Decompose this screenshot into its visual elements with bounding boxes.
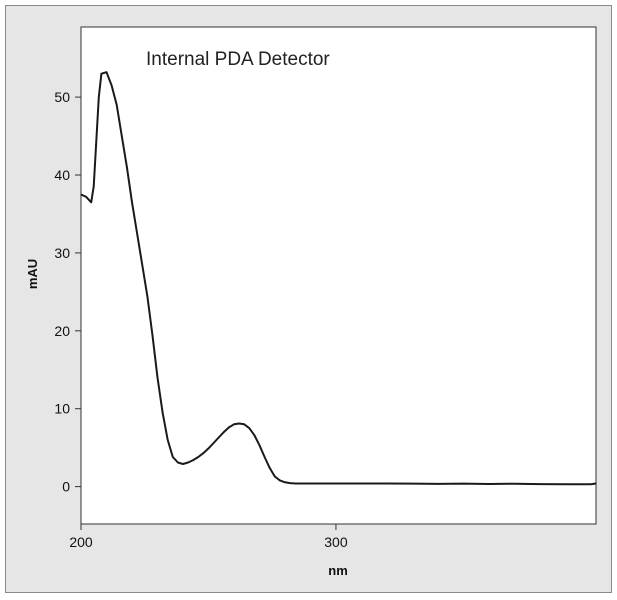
x-axis-label: nm [328, 563, 348, 578]
data-point [90, 201, 92, 203]
data-point [207, 447, 210, 449]
data-point [437, 483, 439, 485]
data-point [274, 475, 276, 478]
data-point [330, 482, 332, 485]
data-point [156, 376, 159, 379]
data-point [294, 482, 296, 485]
data-point [595, 482, 597, 485]
data-point [172, 456, 174, 458]
data-points [80, 71, 597, 485]
data-point [335, 482, 337, 485]
data-point [258, 444, 261, 446]
data-point [279, 479, 281, 481]
data-point [98, 96, 100, 98]
data-point [513, 483, 515, 485]
data-point [264, 456, 266, 458]
data-point [80, 193, 82, 196]
data-point [162, 412, 164, 414]
data-point [386, 482, 388, 485]
data-point [187, 461, 189, 464]
data-point [243, 423, 245, 425]
data-point [223, 431, 225, 433]
data-point [269, 467, 271, 469]
data-point [233, 423, 235, 425]
data-point [85, 196, 87, 198]
data-point [488, 483, 490, 485]
data-point [564, 483, 567, 485]
data-point [126, 166, 128, 168]
y-tick-label: 0 [62, 479, 70, 495]
data-point [93, 186, 95, 188]
y-axis-label: mAU [25, 259, 40, 289]
data-point [238, 422, 240, 425]
data-point [289, 482, 291, 484]
data-point [360, 482, 362, 485]
plot-area [80, 26, 597, 525]
x-tick-label: 300 [324, 534, 348, 550]
data-point [304, 482, 306, 485]
data-point [151, 334, 153, 336]
data-point [228, 426, 230, 428]
data-point [131, 201, 133, 203]
data-point [539, 483, 541, 485]
ticks: 0 10 20 30 40 50 200 300 [54, 89, 347, 550]
data-point [284, 481, 286, 483]
data-point [192, 459, 194, 461]
data-point [248, 427, 250, 429]
data-point [136, 232, 138, 234]
data-point [105, 71, 108, 73]
chart-figure: 0 10 20 30 40 50 200 300 Internal PDA Detector … [5, 5, 612, 593]
y-tick-label: 10 [54, 401, 70, 417]
data-point [141, 264, 143, 266]
data-point [325, 482, 327, 485]
data-point [182, 463, 184, 465]
data-point [197, 456, 199, 458]
data-point [253, 434, 255, 436]
data-point [100, 73, 102, 75]
y-tick-label: 50 [54, 89, 70, 105]
data-point [590, 483, 592, 485]
data-point [116, 104, 118, 106]
data-point [462, 483, 464, 485]
y-tick-label: 40 [54, 167, 70, 183]
data-point [411, 483, 413, 485]
data-point [202, 452, 204, 454]
y-tick-label: 30 [54, 245, 70, 261]
data-point [121, 135, 123, 137]
data-point [177, 461, 179, 464]
data-point [213, 442, 215, 444]
data-point [315, 482, 317, 485]
data-point [299, 482, 301, 485]
data-point [218, 436, 220, 439]
data-point [111, 84, 113, 86]
x-tick-label: 200 [69, 534, 93, 550]
y-tick-label: 20 [54, 323, 70, 339]
data-point [146, 295, 148, 297]
chart-title: Internal PDA Detector [146, 49, 330, 70]
data-point [309, 482, 312, 485]
data-point [167, 439, 169, 441]
data-point [320, 482, 322, 485]
